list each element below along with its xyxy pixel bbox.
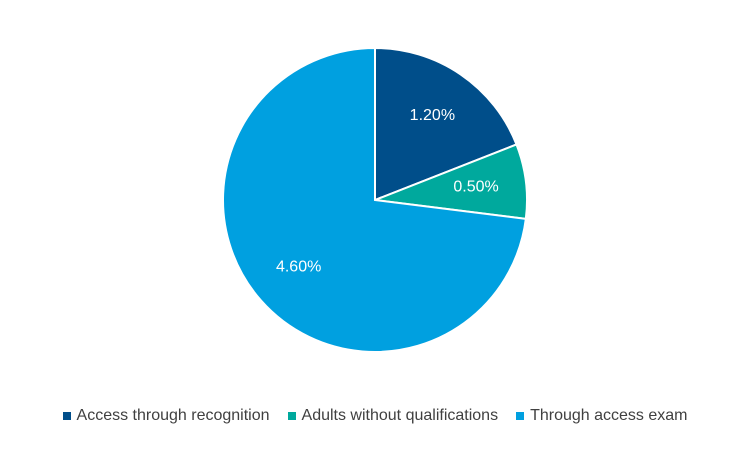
legend-item-1: Adults without qualifications (287, 407, 499, 425)
pie-slice-2 (222, 46, 527, 353)
legend-label-0: Access through recognition (76, 407, 270, 424)
legend-swatch-2 (516, 412, 525, 420)
legend-swatch-0 (62, 412, 71, 420)
data-label-1: 0.50% (453, 179, 498, 196)
data-label-2: 4.60% (276, 259, 321, 276)
legend-label-2: Through access exam (530, 407, 688, 424)
legend-item-2: Through access exam (516, 407, 687, 425)
pie-chart: 1.20% 0.50% 4.60% (222, 46, 528, 353)
legend-label-1: Adults without qualifications (301, 407, 499, 424)
legend-swatch-1 (287, 412, 296, 420)
pie-slice-0 (374, 46, 518, 202)
legend-item-0: Access through recognition (62, 407, 270, 425)
legend: Access through recognition Adults without… (0, 407, 750, 425)
data-label-0: 1.20% (410, 107, 455, 124)
